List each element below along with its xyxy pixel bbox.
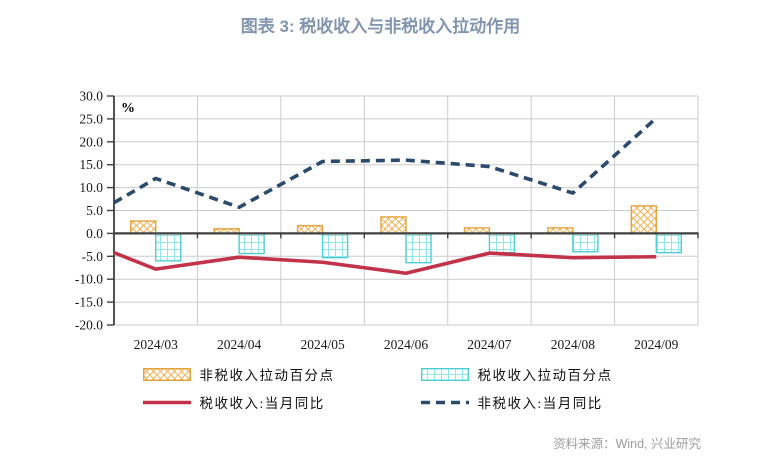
legend-item-tax-line: 税收收入:当月同比 (103, 390, 381, 414)
nontax-bar (296, 224, 324, 235)
nontax-bar (130, 220, 157, 235)
legend-item-nontax-line: 非税收入:当月同比 (381, 390, 659, 414)
unit-label: % (121, 101, 135, 116)
source-note: 资料来源：Wind, 兴业研究 (553, 437, 701, 451)
legend-label-tax-line: 税收收入:当月同比 (199, 396, 325, 411)
y-tick-label: -10.0 (75, 272, 103, 287)
x-tick-label: 2024/03 (134, 337, 179, 352)
y-tick-label: 15.0 (79, 157, 103, 172)
x-axis-labels: 2024/03 2024/04 2024/05 2024/06 2024/07 2024/… (134, 337, 679, 352)
tax-bar (238, 232, 265, 255)
legend-label-nontax-line: 非税收入:当月同比 (477, 396, 603, 411)
tax-bar (488, 232, 516, 254)
nontax-bar (380, 216, 407, 235)
y-tick-label: 30.0 (79, 89, 103, 104)
chart-title: 图表 3: 税收收入与非税收入拉动作用 (240, 17, 521, 36)
x-tick-label: 2024/05 (300, 337, 345, 352)
nontax-revenue-line (113, 116, 658, 210)
x-tick-label: 2024/04 (217, 337, 262, 352)
y-tick-label: 5.0 (86, 203, 103, 218)
legend-item-nontax-bar: 非税收入拉动百分点 (103, 362, 381, 386)
nontax-line-swatch-icon (420, 396, 469, 409)
tax-revenue-line (113, 250, 657, 276)
y-tick-label: -20.0 (75, 318, 103, 333)
tax-bar-swatch-icon (420, 367, 469, 381)
legend-label-tax-bar: 税收收入拉动百分点 (477, 368, 613, 383)
y-tick-label: 0.0 (86, 226, 103, 241)
tax-bar (572, 232, 599, 253)
legend-item-tax-bar: 税收收入拉动百分点 (381, 362, 659, 386)
axes (107, 95, 699, 326)
y-axis-labels: 30.0 25.0 20.0 15.0 10.0 5.0 0.0 -5.0 -10.0 -15.0… (75, 89, 135, 333)
y-tick-label: 20.0 (79, 134, 103, 149)
nontax-bar (630, 205, 657, 235)
x-tick-label: 2024/09 (634, 337, 679, 352)
legend: 非税收入拉动百分点 税收收入拉动百分点 税收收入:当月同比 非税收入:当月同比 (0, 362, 761, 414)
tax-bar (405, 232, 432, 264)
tax-bar (321, 232, 349, 259)
y-tick-label: -5.0 (82, 249, 104, 264)
tax-bar (155, 232, 182, 262)
gridlines (114, 95, 699, 326)
y-tick-label: 25.0 (79, 111, 103, 126)
y-tick-label: -15.0 (75, 295, 103, 310)
nontax-bar-swatch-icon (142, 367, 191, 381)
y-tick-label: 10.0 (79, 180, 103, 195)
tax-line-swatch-icon (142, 396, 191, 409)
x-tick-label: 2024/07 (467, 337, 512, 352)
revenue-contribution-chart: 30.0 25.0 20.0 15.0 10.0 5.0 0.0 -5.0 -10.0 -15.0… (75, 89, 699, 352)
legend-label-nontax-bar: 非税收入拉动百分点 (199, 368, 335, 383)
tax-bar (655, 232, 682, 254)
x-tick-label: 2024/06 (384, 337, 429, 352)
x-tick-label: 2024/08 (551, 337, 596, 352)
